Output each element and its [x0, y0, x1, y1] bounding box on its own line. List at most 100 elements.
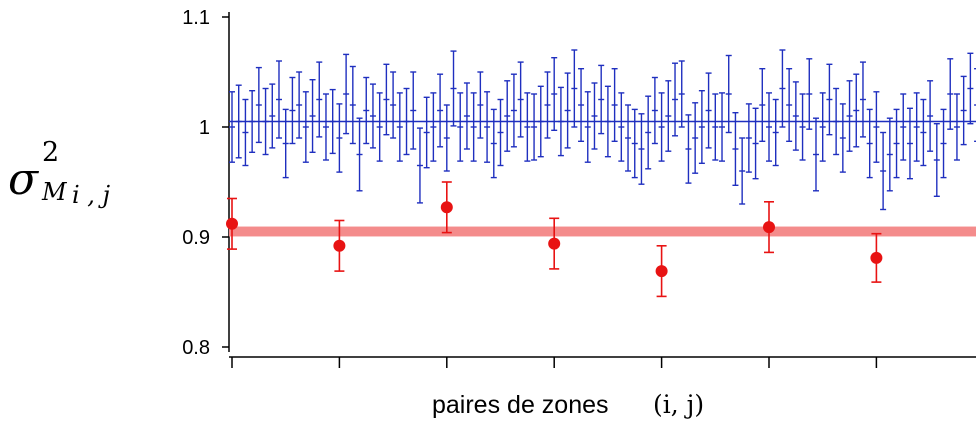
y-axis-label-symbol: σ — [8, 154, 40, 205]
blue-point — [698, 89, 705, 165]
blue-point — [497, 98, 504, 167]
blue-point — [356, 117, 363, 192]
blue-point — [732, 111, 739, 187]
blue-point — [638, 113, 645, 185]
blue-point — [873, 91, 880, 163]
blue-point — [275, 60, 282, 139]
blue-point — [537, 85, 544, 158]
blue-point — [591, 82, 598, 150]
blue-point — [974, 67, 976, 143]
blue-point — [316, 61, 323, 138]
y-axis-label-subscript: M — [41, 178, 68, 206]
y-axis-label: σ 2 M i , j — [8, 137, 111, 209]
blue-point — [772, 98, 779, 167]
blue-point — [913, 92, 920, 162]
blue-point — [477, 71, 484, 139]
blue-point — [947, 58, 954, 130]
blue-point — [960, 75, 967, 146]
blue-point — [967, 52, 974, 125]
blue-point — [302, 91, 309, 163]
blue-point — [249, 89, 256, 154]
blue-point — [289, 76, 296, 145]
blue-point — [463, 82, 470, 150]
blue-point — [685, 114, 692, 184]
blue-point — [504, 80, 511, 152]
blue-point — [443, 104, 450, 172]
blue-point — [450, 50, 457, 127]
blue-point — [846, 80, 853, 152]
blue-point — [336, 103, 343, 173]
blue-point — [678, 60, 685, 128]
blue-point — [229, 91, 235, 163]
blue-point — [799, 93, 806, 161]
blue-point — [403, 87, 410, 156]
blue-point — [410, 71, 417, 150]
blue-point — [933, 122, 940, 198]
blue-point — [423, 96, 430, 169]
blue-point — [578, 67, 585, 143]
blue-point — [786, 67, 793, 143]
y-axis-label-superscript: 2 — [42, 137, 59, 168]
blue-point — [376, 92, 383, 162]
blue-point — [390, 71, 397, 139]
blue-point — [484, 91, 491, 163]
blue-point — [665, 80, 672, 152]
blue-point — [672, 62, 679, 137]
blue-point — [329, 88, 336, 155]
blue-point — [551, 57, 558, 132]
blue-point — [826, 63, 833, 136]
blue-point — [611, 67, 618, 143]
blue-point — [859, 61, 866, 138]
blue-point — [906, 107, 913, 180]
blue-point — [940, 108, 947, 179]
x-ticks — [231, 357, 878, 368]
blue-point — [524, 92, 531, 162]
blue-point — [618, 92, 625, 162]
blue-point — [470, 92, 477, 162]
blue-point — [269, 83, 276, 149]
red-point — [655, 245, 668, 298]
blue-point — [584, 91, 591, 163]
red-point — [333, 219, 346, 272]
blue-point — [517, 61, 524, 138]
blue-point — [927, 80, 934, 152]
blue-point — [343, 53, 350, 135]
blue-point — [658, 92, 665, 162]
blue-point — [953, 93, 960, 161]
blue-point — [812, 117, 819, 192]
blue-point — [712, 93, 719, 161]
blue-point — [725, 54, 732, 134]
blue-point — [544, 71, 551, 139]
blue-point — [430, 92, 437, 162]
blue-point — [242, 98, 249, 167]
blue-point — [363, 76, 370, 145]
x-axis-label-math: (i, j) — [653, 390, 704, 419]
blue-point — [604, 85, 611, 158]
blue-point — [531, 93, 538, 161]
blue-point — [396, 92, 403, 162]
blue-point — [886, 117, 893, 192]
blue-point — [853, 73, 860, 148]
y-tick-label: 1.1 — [182, 7, 210, 29]
blue-point — [745, 103, 752, 173]
blue-point — [900, 93, 907, 161]
blue-point — [383, 63, 390, 136]
blue-point — [645, 95, 652, 170]
blue-point — [598, 64, 605, 135]
blue-point — [920, 98, 927, 167]
y-ticks: 1.1 1 0.9 0.8 — [182, 7, 229, 359]
red-point — [548, 217, 561, 270]
blue-point — [510, 73, 517, 148]
blue-point — [779, 49, 786, 128]
blue-point — [369, 83, 376, 149]
y-tick-label: 0.8 — [182, 337, 210, 359]
blue-point — [766, 92, 772, 162]
blue-point — [759, 67, 766, 143]
blue-point — [349, 65, 356, 145]
blue-point — [235, 84, 242, 159]
blue-point — [490, 108, 497, 179]
series-blue — [229, 49, 976, 211]
red-point — [440, 181, 453, 234]
blue-point — [752, 107, 759, 180]
